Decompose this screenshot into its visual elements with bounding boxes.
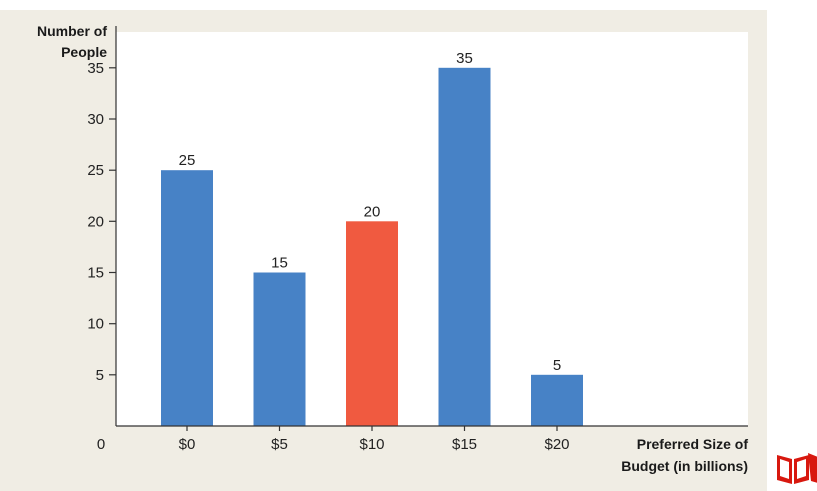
bar	[531, 374, 583, 426]
y-ticks: 5 10 15 20 25 30 35	[87, 60, 116, 384]
y-tick-label: 25	[87, 162, 104, 179]
bar-value-label: 25	[179, 152, 196, 169]
x-ticks: $0 $5 $10 $15 $20	[179, 426, 570, 453]
y-axis-title-line-2: People	[61, 44, 107, 60]
open-book-icon	[777, 453, 817, 484]
x-axis-title-line-1: Preferred Size of	[637, 436, 749, 452]
y-axis-title-line-1: Number of	[37, 23, 107, 39]
x-axis-title-line-2: Budget (in billions)	[621, 458, 748, 474]
y-tick-label: 35	[87, 60, 104, 77]
y-tick-label: 5	[96, 367, 104, 384]
x-tick-label: $20	[544, 436, 569, 453]
bar	[253, 272, 306, 426]
x-tick-label: $10	[359, 436, 384, 453]
y-tick-label: 10	[87, 316, 104, 333]
origin-label: 0	[97, 436, 105, 453]
bar	[346, 221, 398, 426]
bar-value-label: 5	[553, 357, 561, 374]
y-tick-label: 15	[87, 265, 104, 282]
bar	[161, 170, 213, 426]
bar-value-label: 15	[271, 255, 288, 272]
plot-area	[116, 32, 748, 426]
bar-value-label: 35	[456, 50, 473, 67]
x-tick-label: $15	[452, 436, 477, 453]
bars	[161, 67, 583, 427]
data-labels: 25 15 20 35 5	[179, 50, 562, 374]
bar-value-label: 20	[364, 203, 381, 220]
x-tick-label: $0	[179, 436, 196, 453]
y-tick-label: 30	[87, 111, 104, 128]
bar	[438, 67, 491, 427]
x-tick-label: $5	[271, 436, 288, 453]
y-tick-label: 20	[87, 213, 104, 230]
